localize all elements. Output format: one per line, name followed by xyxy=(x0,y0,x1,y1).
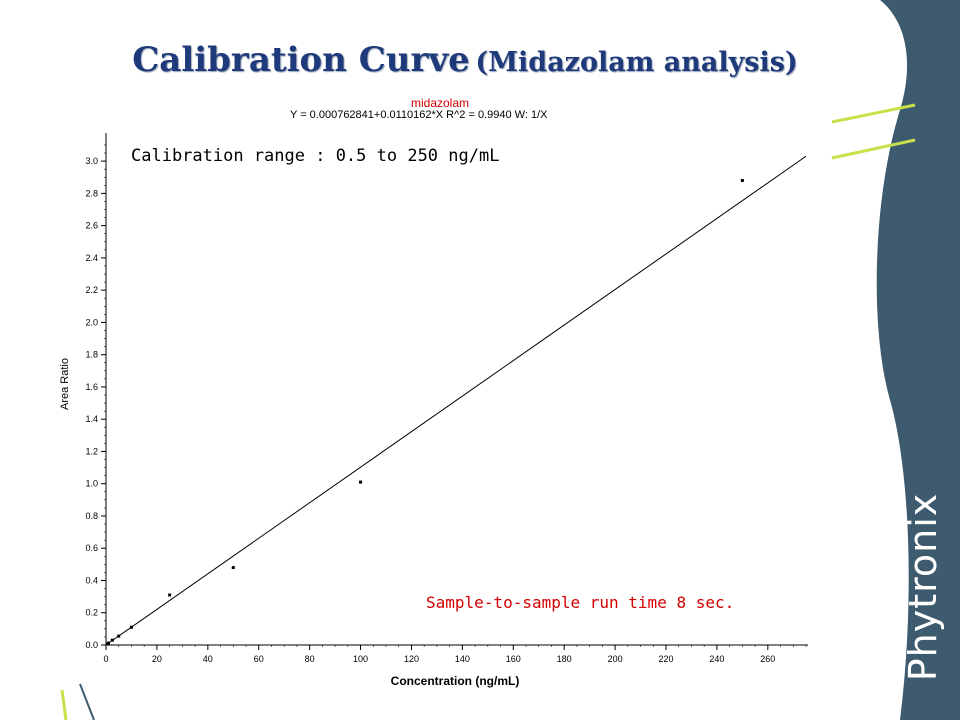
y-tick-label: 2.4 xyxy=(85,253,98,263)
regression-equation: Y = 0.000762841+0.0110162*X R^2 = 0.9940… xyxy=(290,109,548,121)
x-tick-label: 140 xyxy=(455,654,470,664)
x-tick-label: 100 xyxy=(353,654,368,664)
y-tick-label: 2.6 xyxy=(85,221,98,231)
x-tick-label: 60 xyxy=(254,654,264,664)
data-point xyxy=(740,178,744,182)
calibration-range-note: Calibration range : 0.5 to 250 ng/mL xyxy=(131,146,500,166)
x-axis-label: Concentration (ng/mL) xyxy=(390,674,520,688)
y-tick-label: 0.4 xyxy=(85,575,98,585)
y-tick-label: 1.4 xyxy=(85,414,98,424)
data-point xyxy=(168,593,172,597)
y-tick-label: 3.0 xyxy=(85,156,98,166)
x-tick-label: 0 xyxy=(103,654,108,664)
page-title: Calibration Curve (Midazolam analysis) xyxy=(0,40,930,80)
accent-line xyxy=(831,103,916,124)
y-tick-label: 1.2 xyxy=(85,446,98,456)
title-sub: (Midazolam analysis) xyxy=(475,47,798,78)
data-point xyxy=(107,641,111,645)
accent-line xyxy=(79,683,95,720)
data-point xyxy=(231,566,235,570)
accent-line xyxy=(60,689,68,720)
y-tick-label: 0.6 xyxy=(85,543,98,553)
y-tick-label: 2.2 xyxy=(85,285,98,295)
x-tick-label: 80 xyxy=(305,654,315,664)
x-tick-label: 20 xyxy=(152,654,162,664)
data-point xyxy=(359,480,363,484)
data-point xyxy=(129,625,133,629)
y-tick-label: 0.2 xyxy=(85,608,98,618)
x-tick-label: 260 xyxy=(760,654,775,664)
x-tick-label: 120 xyxy=(404,654,419,664)
x-tick-label: 160 xyxy=(506,654,521,664)
y-tick-label: 2.0 xyxy=(85,317,98,327)
y-tick-label: 2.8 xyxy=(85,188,98,198)
x-tick-label: 180 xyxy=(557,654,572,664)
regression-line xyxy=(105,155,807,646)
x-tick-label: 200 xyxy=(608,654,623,664)
brand-panel xyxy=(876,0,960,720)
x-tick-label: 40 xyxy=(203,654,213,664)
y-axis-label: Area Ratio xyxy=(59,358,71,410)
x-tick-label: 220 xyxy=(658,654,673,664)
title-main: Calibration Curve xyxy=(132,40,470,80)
y-tick-label: 0.8 xyxy=(85,511,98,521)
y-tick-label: 1.6 xyxy=(85,382,98,392)
y-tick-label: 0.0 xyxy=(85,640,98,650)
y-tick-label: 1.0 xyxy=(85,479,98,489)
accent-line xyxy=(831,138,916,160)
x-tick-label: 240 xyxy=(709,654,724,664)
y-tick-label: 1.8 xyxy=(85,350,98,360)
data-point xyxy=(110,638,114,642)
run-time-note: Sample-to-sample run time 8 sec. xyxy=(426,593,735,612)
chart-title: midazolam xyxy=(410,96,470,110)
data-point xyxy=(117,634,121,638)
